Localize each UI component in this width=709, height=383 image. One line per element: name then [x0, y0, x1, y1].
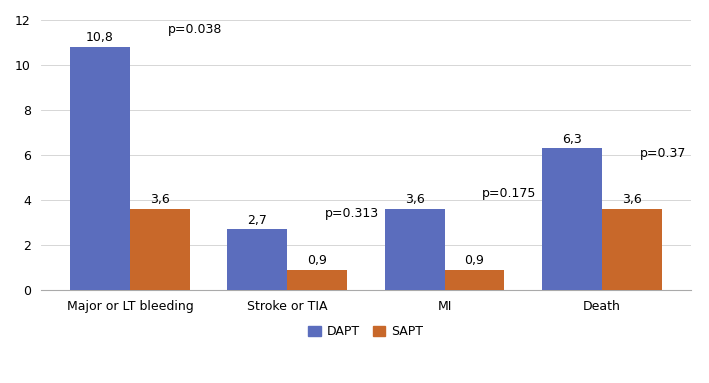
Text: 3,6: 3,6 — [405, 193, 425, 206]
Text: p=0.175: p=0.175 — [482, 187, 537, 200]
Text: 3,6: 3,6 — [150, 193, 169, 206]
Text: p=0.37: p=0.37 — [640, 147, 686, 160]
Text: p=0.313: p=0.313 — [325, 208, 379, 220]
Bar — [385, 209, 445, 290]
Legend: DAPT, SAPT: DAPT, SAPT — [303, 321, 428, 344]
Bar — [130, 209, 190, 290]
Text: 3,6: 3,6 — [622, 193, 642, 206]
Text: 10,8: 10,8 — [86, 31, 114, 44]
Text: 0,9: 0,9 — [464, 254, 484, 267]
Bar — [70, 47, 130, 290]
Text: 0,9: 0,9 — [307, 254, 327, 267]
Bar — [602, 209, 661, 290]
Bar — [542, 148, 602, 290]
Text: 6,3: 6,3 — [562, 133, 582, 146]
Bar — [445, 270, 504, 290]
Text: p=0.038: p=0.038 — [168, 23, 222, 36]
Bar — [287, 270, 347, 290]
Bar — [228, 229, 287, 290]
Text: 2,7: 2,7 — [247, 214, 267, 227]
